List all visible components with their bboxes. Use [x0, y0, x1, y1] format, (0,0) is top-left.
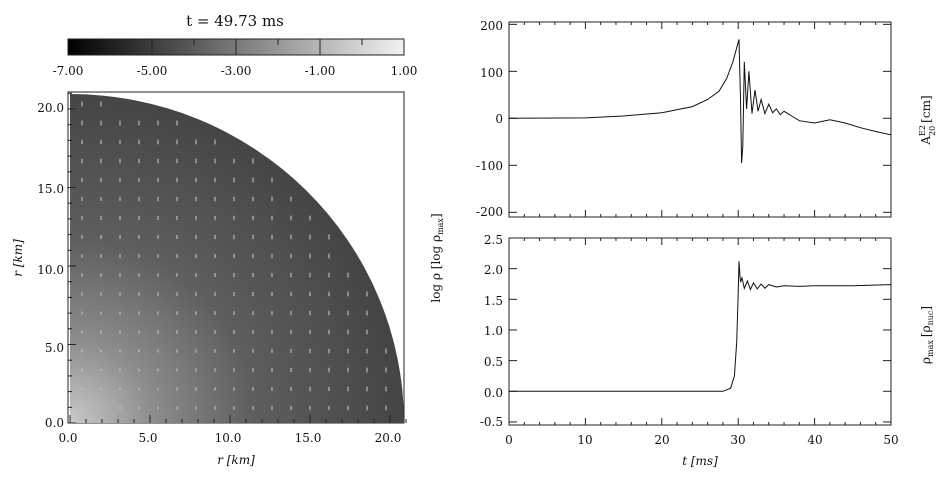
- amplitude-y-tick-1: 100: [480, 66, 503, 80]
- density-x-tick-2: 10.0: [215, 431, 242, 445]
- time-x-tick-2: 20: [654, 433, 669, 447]
- density-x-tick-0: 0.0: [58, 431, 77, 445]
- time-x-label: t [ms]: [682, 454, 718, 468]
- rho-y-tick-4: 0.5: [484, 355, 503, 369]
- colorbar-ticks: [67, 39, 405, 55]
- amplitude-y-tick-2: 0: [495, 112, 503, 126]
- time-x-tick-1: 10: [577, 433, 592, 447]
- density-y-tick-2: 10.0: [37, 263, 64, 277]
- colorbar-tick-4: 1.00: [391, 64, 418, 78]
- density-y-label: r [km]: [11, 239, 25, 277]
- amplitude-plot-frame: [508, 21, 892, 218]
- amplitude-y-tick-4: -200: [476, 205, 503, 219]
- amplitude-series-line: [509, 39, 891, 164]
- rho-y-tick-1: 2.0: [484, 263, 503, 277]
- rho-y-tick-2: 1.5: [484, 294, 503, 308]
- density-field: [70, 94, 404, 423]
- rho-y-label: ρmax[ρnuc]: [919, 306, 935, 364]
- time-x-tick-0: 0: [505, 433, 513, 447]
- rho-y-tick-6: -0.5: [480, 415, 503, 429]
- density-y-tick-1: 5.0: [45, 341, 64, 355]
- rho-max-ticks: [508, 237, 892, 425]
- rho-y-tick-3: 1.0: [484, 324, 503, 338]
- time-x-tick-4: 40: [807, 433, 822, 447]
- density-y-tick-0: 0.0: [45, 416, 64, 430]
- rho-y-tick-0: 2.5: [484, 233, 503, 247]
- amplitude-y-tick-0: 200: [480, 19, 503, 33]
- amplitude-y-label: AE220[cm]: [918, 95, 937, 145]
- colorbar-tick-3: -1.00: [305, 64, 336, 78]
- density-y-tick-4: 20.0: [37, 101, 64, 115]
- rho-max-plot-frame: [508, 237, 892, 426]
- velocity-arrows: [81, 101, 387, 411]
- colorbar-tick-0: -7.00: [53, 64, 84, 78]
- density-x-tick-3: 15.0: [295, 431, 322, 445]
- colorbar-tick-1: -5.00: [137, 64, 168, 78]
- density-x-tick-4: 20.0: [375, 431, 402, 445]
- time-label: t = 49.73 ms: [186, 12, 284, 30]
- colorbar-label: log ρ [log ρmax]: [429, 213, 445, 302]
- time-x-tick-5: 50: [883, 433, 898, 447]
- colorbar-tick-2: -3.00: [221, 64, 252, 78]
- time-x-tick-3: 30: [730, 433, 745, 447]
- density-x-label: r [km]: [217, 453, 255, 467]
- rho-max-series-line: [509, 261, 891, 392]
- density-x-tick-1: 5.0: [138, 431, 157, 445]
- amplitude-y-tick-3: -100: [476, 159, 503, 173]
- density-y-tick-3: 15.0: [37, 182, 64, 196]
- density-map-ticks: [68, 92, 407, 424]
- amplitude-ticks: [508, 22, 892, 217]
- rho-y-tick-5: 0.0: [484, 386, 503, 400]
